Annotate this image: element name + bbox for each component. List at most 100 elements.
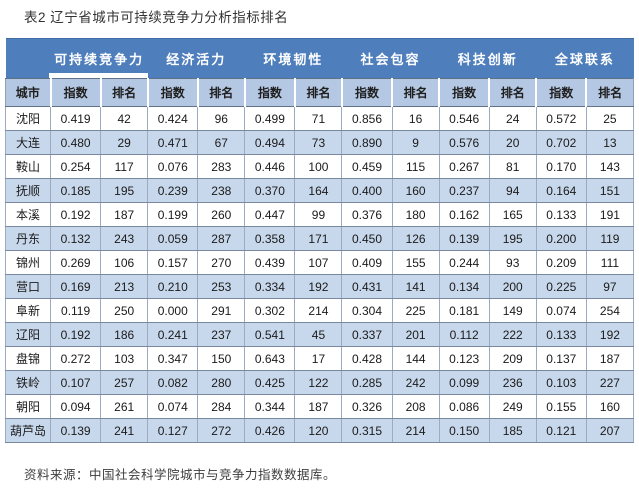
index-cell: 0.546 xyxy=(438,106,490,131)
rank-cell: 261 xyxy=(100,394,149,419)
index-cell: 0.157 xyxy=(147,250,199,275)
rank-cell: 73 xyxy=(294,130,343,155)
table-caption: 表2 辽宁省城市可持续竞争力分析指标排名 xyxy=(24,10,289,25)
rank-cell: 29 xyxy=(100,130,149,155)
rank-cell: 122 xyxy=(294,370,343,395)
index-cell: 0.127 xyxy=(147,418,199,443)
rank-cell: 94 xyxy=(488,178,537,203)
rank-cell: 151 xyxy=(585,178,635,203)
group-header-row: 可持续竞争力 经济活力 环境韧性 社会包容 科技创新 全球联系 xyxy=(5,38,634,79)
rank-cell: 280 xyxy=(197,370,246,395)
index-cell: 0.431 xyxy=(341,274,393,299)
rank-cell: 71 xyxy=(294,106,343,131)
index-cell: 0.446 xyxy=(244,154,296,179)
index-cell: 0.074 xyxy=(147,394,199,419)
rank-cell: 195 xyxy=(100,178,149,203)
index-cell: 0.241 xyxy=(147,322,199,347)
index-cell: 0.426 xyxy=(244,418,296,443)
index-cell: 0.334 xyxy=(244,274,296,299)
index-column-header-4: 指数 xyxy=(438,78,491,107)
group-header-environmental-resilience: 环境韧性 xyxy=(244,38,342,79)
index-cell: 0.103 xyxy=(535,370,587,395)
group-header-global-connection: 全球联系 xyxy=(536,38,634,79)
index-cell: 0.133 xyxy=(535,322,587,347)
rank-column-header-4: 排名 xyxy=(488,78,538,107)
rank-cell: 272 xyxy=(197,418,246,443)
index-cell: 0.285 xyxy=(341,370,393,395)
index-cell: 0.082 xyxy=(147,370,199,395)
city-cell: 抚顺 xyxy=(4,178,52,203)
index-cell: 0.337 xyxy=(341,322,393,347)
rank-cell: 284 xyxy=(197,394,246,419)
rank-cell: 103 xyxy=(100,346,149,371)
rank-cell: 150 xyxy=(197,346,246,371)
index-cell: 0.459 xyxy=(341,154,393,179)
rank-cell: 143 xyxy=(585,154,635,179)
index-cell: 0.576 xyxy=(438,130,490,155)
index-cell: 0.499 xyxy=(244,106,296,131)
city-cell: 盘锦 xyxy=(4,346,52,371)
index-cell: 0.119 xyxy=(50,298,102,323)
rank-cell: 67 xyxy=(197,130,246,155)
city-cell: 阜新 xyxy=(4,298,52,323)
rank-cell: 111 xyxy=(585,250,635,275)
city-cell: 铁岭 xyxy=(4,370,52,395)
index-cell: 0.192 xyxy=(50,202,102,227)
index-cell: 0.347 xyxy=(147,346,199,371)
rank-cell: 222 xyxy=(488,322,537,347)
index-cell: 0.185 xyxy=(50,178,102,203)
index-cell: 0.139 xyxy=(50,418,102,443)
index-cell: 0.237 xyxy=(438,178,490,203)
index-cell: 0.541 xyxy=(244,322,296,347)
ranking-table: 可持续竞争力 经济活力 环境韧性 社会包容 科技创新 全球联系 城市 指数 排名 指数… xyxy=(4,38,635,443)
city-cell: 葫芦岛 xyxy=(4,418,52,443)
rank-cell: 186 xyxy=(100,322,149,347)
table-header: 可持续竞争力 经济活力 环境韧性 社会包容 科技创新 全球联系 城市 指数 排名 指数… xyxy=(4,38,635,107)
index-cell: 0.358 xyxy=(244,226,296,251)
rank-column-header-0: 排名 xyxy=(99,78,149,107)
city-column-header: 城市 xyxy=(4,78,52,107)
rank-cell: 17 xyxy=(294,346,343,371)
index-column-header-2: 指数 xyxy=(243,78,296,107)
rank-cell: 207 xyxy=(585,418,635,443)
rank-cell: 243 xyxy=(100,226,149,251)
index-column-header-3: 指数 xyxy=(340,78,394,107)
index-cell: 0.450 xyxy=(341,226,393,251)
rank-cell: 208 xyxy=(391,394,440,419)
rank-cell: 260 xyxy=(197,202,246,227)
rank-cell: 214 xyxy=(294,298,343,323)
group-header-tech-innovation: 科技创新 xyxy=(439,38,537,79)
column-header-row: 城市 指数 排名 指数 排名 指数 排名 指数 排名 指数 排名 指数 排名 xyxy=(4,78,635,107)
rank-cell: 209 xyxy=(488,346,537,371)
index-cell: 0.000 xyxy=(147,298,199,323)
rank-cell: 149 xyxy=(488,298,537,323)
index-cell: 0.344 xyxy=(244,394,296,419)
table-row: 沈阳 0.419 42 0.424 96 0.499 71 0.856 16 0.546 24 0.5… xyxy=(4,106,635,131)
table-body: 沈阳 0.419 42 0.424 96 0.499 71 0.856 16 0.546 24 0.5… xyxy=(4,106,635,443)
index-cell: 0.155 xyxy=(535,394,587,419)
index-cell: 0.132 xyxy=(50,226,102,251)
index-cell: 0.059 xyxy=(147,226,199,251)
index-cell: 0.107 xyxy=(50,370,102,395)
rank-cell: 160 xyxy=(585,394,635,419)
city-cell: 大连 xyxy=(4,130,52,155)
city-cell: 沈阳 xyxy=(4,106,52,131)
index-cell: 0.200 xyxy=(535,226,587,251)
index-cell: 0.210 xyxy=(147,274,199,299)
index-cell: 0.239 xyxy=(147,178,199,203)
rank-cell: 24 xyxy=(488,106,537,131)
index-cell: 0.181 xyxy=(438,298,490,323)
corner-cell xyxy=(5,38,51,79)
city-cell: 本溪 xyxy=(4,202,52,227)
table-row: 大连 0.480 29 0.471 67 0.494 73 0.890 9 0.576 20 0.70… xyxy=(4,130,635,155)
rank-cell: 9 xyxy=(391,130,440,155)
rank-cell: 187 xyxy=(294,394,343,419)
rank-cell: 160 xyxy=(391,178,440,203)
table-row: 朝阳 0.094 261 0.074 284 0.344 187 0.326 208 0.086 2… xyxy=(4,394,635,419)
index-cell: 0.121 xyxy=(535,418,587,443)
index-cell: 0.123 xyxy=(438,346,490,371)
rank-cell: 192 xyxy=(585,322,635,347)
index-cell: 0.267 xyxy=(438,154,490,179)
table-row: 本溪 0.192 187 0.199 260 0.447 99 0.376 180 0.162 16… xyxy=(4,202,635,227)
